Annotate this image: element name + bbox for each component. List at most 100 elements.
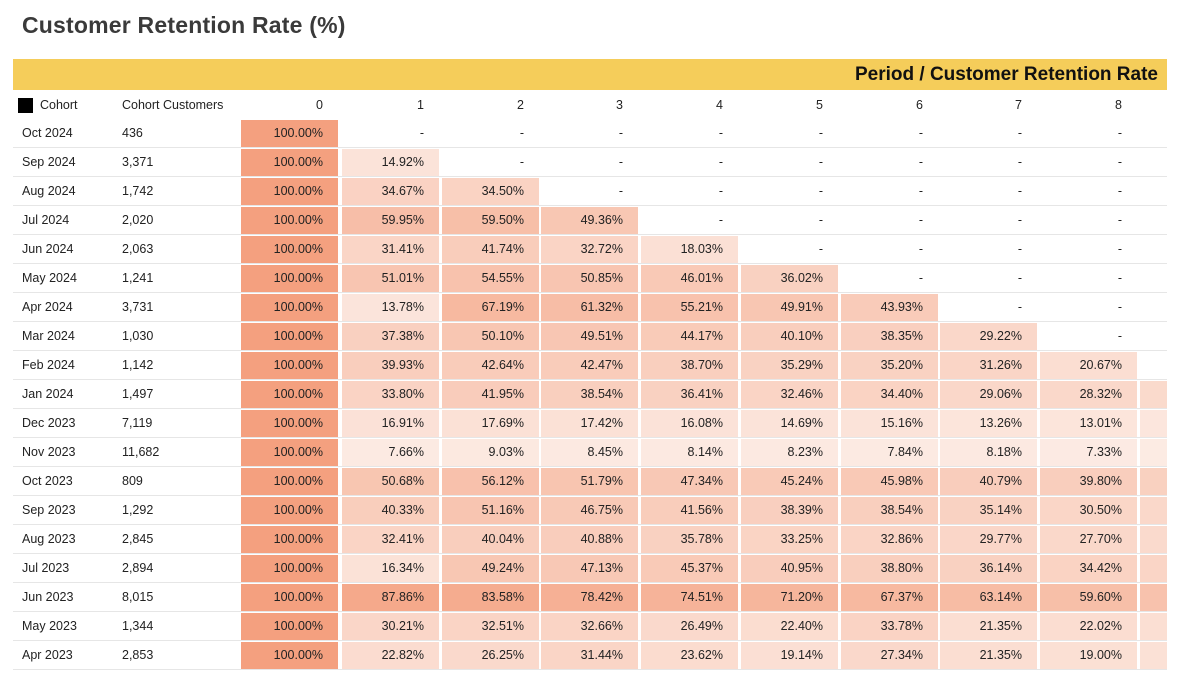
retention-cell: 40.04% bbox=[442, 526, 539, 553]
retention-cell: 100.00% bbox=[241, 294, 338, 321]
legend-swatch bbox=[18, 98, 33, 113]
retention-cell: - bbox=[519, 155, 524, 169]
row-divider bbox=[13, 466, 1167, 467]
table-row: Apr 2023 2,853 100.00% 22.82% 26.25% 31.44% 23… bbox=[13, 641, 1167, 670]
row-divider bbox=[13, 234, 1167, 235]
retention-cell: 16.91% bbox=[342, 410, 439, 437]
truncated-period-cell bbox=[1140, 584, 1167, 611]
retention-cell: 31.26% bbox=[940, 352, 1037, 379]
retention-cell: 100.00% bbox=[241, 642, 338, 669]
row-divider bbox=[13, 408, 1167, 409]
retention-cell: 100.00% bbox=[241, 120, 338, 147]
cohort-label: Sep 2023 bbox=[22, 503, 76, 517]
retention-cell: 38.35% bbox=[841, 323, 938, 350]
truncated-period-cell bbox=[1140, 497, 1167, 524]
retention-cell: 61.32% bbox=[541, 294, 638, 321]
retention-cell: 7.84% bbox=[841, 439, 938, 466]
row-divider bbox=[13, 669, 1167, 670]
retention-cell: 47.34% bbox=[641, 468, 738, 495]
retention-cell: 45.37% bbox=[641, 555, 738, 582]
table-row: Sep 2024 3,371 100.00% 14.92% - - - - - - - bbox=[13, 148, 1167, 177]
retention-cell: 59.95% bbox=[342, 207, 439, 234]
retention-cell: 46.75% bbox=[541, 497, 638, 524]
cohort-customers-value: 1,241 bbox=[122, 271, 154, 285]
cohort-customers-value: 1,344 bbox=[122, 619, 154, 633]
table-row: Oct 2024 436 100.00% - - - - - - - - bbox=[13, 119, 1167, 148]
cohort-customers-header: Cohort Customers bbox=[122, 98, 224, 112]
retention-cell: 33.78% bbox=[841, 613, 938, 640]
table-row: Aug 2023 2,845 100.00% 32.41% 40.04% 40.88% 35… bbox=[13, 525, 1167, 554]
retention-cell: 40.95% bbox=[741, 555, 838, 582]
retention-cell: 38.54% bbox=[541, 381, 638, 408]
retention-cell: 18.03% bbox=[641, 236, 738, 263]
retention-cell: 34.40% bbox=[841, 381, 938, 408]
retention-cell: 36.14% bbox=[940, 555, 1037, 582]
cohort-customers-value: 2,853 bbox=[122, 648, 154, 662]
retention-cell: 49.91% bbox=[741, 294, 838, 321]
retention-cell: 40.10% bbox=[741, 323, 838, 350]
retention-cell: 49.24% bbox=[442, 555, 539, 582]
chart-title: Customer Retention Rate (%) bbox=[22, 12, 346, 38]
retention-cell: - bbox=[1117, 126, 1122, 140]
retention-cell: 67.37% bbox=[841, 584, 938, 611]
retention-cell: 100.00% bbox=[241, 236, 338, 263]
truncated-period-cell bbox=[1140, 381, 1167, 408]
retention-cell: - bbox=[1017, 213, 1022, 227]
retention-cell: 13.26% bbox=[940, 410, 1037, 437]
truncated-period-cell bbox=[1140, 468, 1167, 495]
cohort-customers-value: 1,142 bbox=[122, 358, 154, 372]
retention-cell: 100.00% bbox=[241, 323, 338, 350]
retention-cell: 34.50% bbox=[442, 178, 539, 205]
retention-cell: 14.69% bbox=[741, 410, 838, 437]
period-header-5: 5 bbox=[816, 98, 823, 112]
truncated-period-cell bbox=[1140, 526, 1167, 553]
cohort-label: Aug 2024 bbox=[22, 184, 76, 198]
retention-cell: - bbox=[918, 184, 923, 198]
cohort-label: Apr 2023 bbox=[22, 648, 73, 662]
cohort-customers-value: 1,030 bbox=[122, 329, 154, 343]
cohort-customers-value: 436 bbox=[122, 126, 143, 140]
table-row: Apr 2024 3,731 100.00% 13.78% 67.19% 61.32% 55… bbox=[13, 293, 1167, 322]
table-row: Nov 2023 11,682 100.00% 7.66% 9.03% 8.45% 8.14… bbox=[13, 438, 1167, 467]
period-banner-label: Period / Customer Retention Rate bbox=[855, 64, 1158, 85]
retention-cell: 20.67% bbox=[1040, 352, 1137, 379]
retention-cell: 32.41% bbox=[342, 526, 439, 553]
cohort-label: May 2024 bbox=[22, 271, 77, 285]
retention-cell: - bbox=[1017, 271, 1022, 285]
retention-cell: 36.02% bbox=[741, 265, 838, 292]
retention-cell: - bbox=[1017, 155, 1022, 169]
retention-cell: 26.49% bbox=[641, 613, 738, 640]
period-header-1: 1 bbox=[417, 98, 424, 112]
row-divider bbox=[13, 582, 1167, 583]
retention-cell: 50.10% bbox=[442, 323, 539, 350]
period-header-6: 6 bbox=[916, 98, 923, 112]
retention-cell: 100.00% bbox=[241, 178, 338, 205]
retention-cell: 9.03% bbox=[442, 439, 539, 466]
retention-cell: 27.70% bbox=[1040, 526, 1137, 553]
retention-cell: 51.16% bbox=[442, 497, 539, 524]
table-row: Jun 2023 8,015 100.00% 87.86% 83.58% 78.42% 74… bbox=[13, 583, 1167, 612]
retention-cell: 7.33% bbox=[1040, 439, 1137, 466]
cohort-label: May 2023 bbox=[22, 619, 77, 633]
retention-cell: 35.14% bbox=[940, 497, 1037, 524]
cohort-customers-value: 2,845 bbox=[122, 532, 154, 546]
retention-cell: - bbox=[419, 126, 424, 140]
retention-cell: 100.00% bbox=[241, 497, 338, 524]
table-row: Jul 2023 2,894 100.00% 16.34% 49.24% 47.13% 45… bbox=[13, 554, 1167, 583]
table-row: Jan 2024 1,497 100.00% 33.80% 41.95% 38.54% 36… bbox=[13, 380, 1167, 409]
retention-cell: 23.62% bbox=[641, 642, 738, 669]
cohort-label: Mar 2024 bbox=[22, 329, 75, 343]
cohort-customers-value: 1,292 bbox=[122, 503, 154, 517]
retention-cell: 32.51% bbox=[442, 613, 539, 640]
retention-cell: 31.41% bbox=[342, 236, 439, 263]
cohort-label: Oct 2024 bbox=[22, 126, 73, 140]
retention-cell: - bbox=[618, 184, 623, 198]
retention-cell: 41.74% bbox=[442, 236, 539, 263]
retention-cell: 34.67% bbox=[342, 178, 439, 205]
row-divider bbox=[13, 292, 1167, 293]
cohort-header: Cohort bbox=[40, 98, 78, 112]
retention-cell: - bbox=[918, 213, 923, 227]
period-header-8: 8 bbox=[1115, 98, 1122, 112]
truncated-period-cell bbox=[1140, 410, 1167, 437]
retention-cell: 56.12% bbox=[442, 468, 539, 495]
